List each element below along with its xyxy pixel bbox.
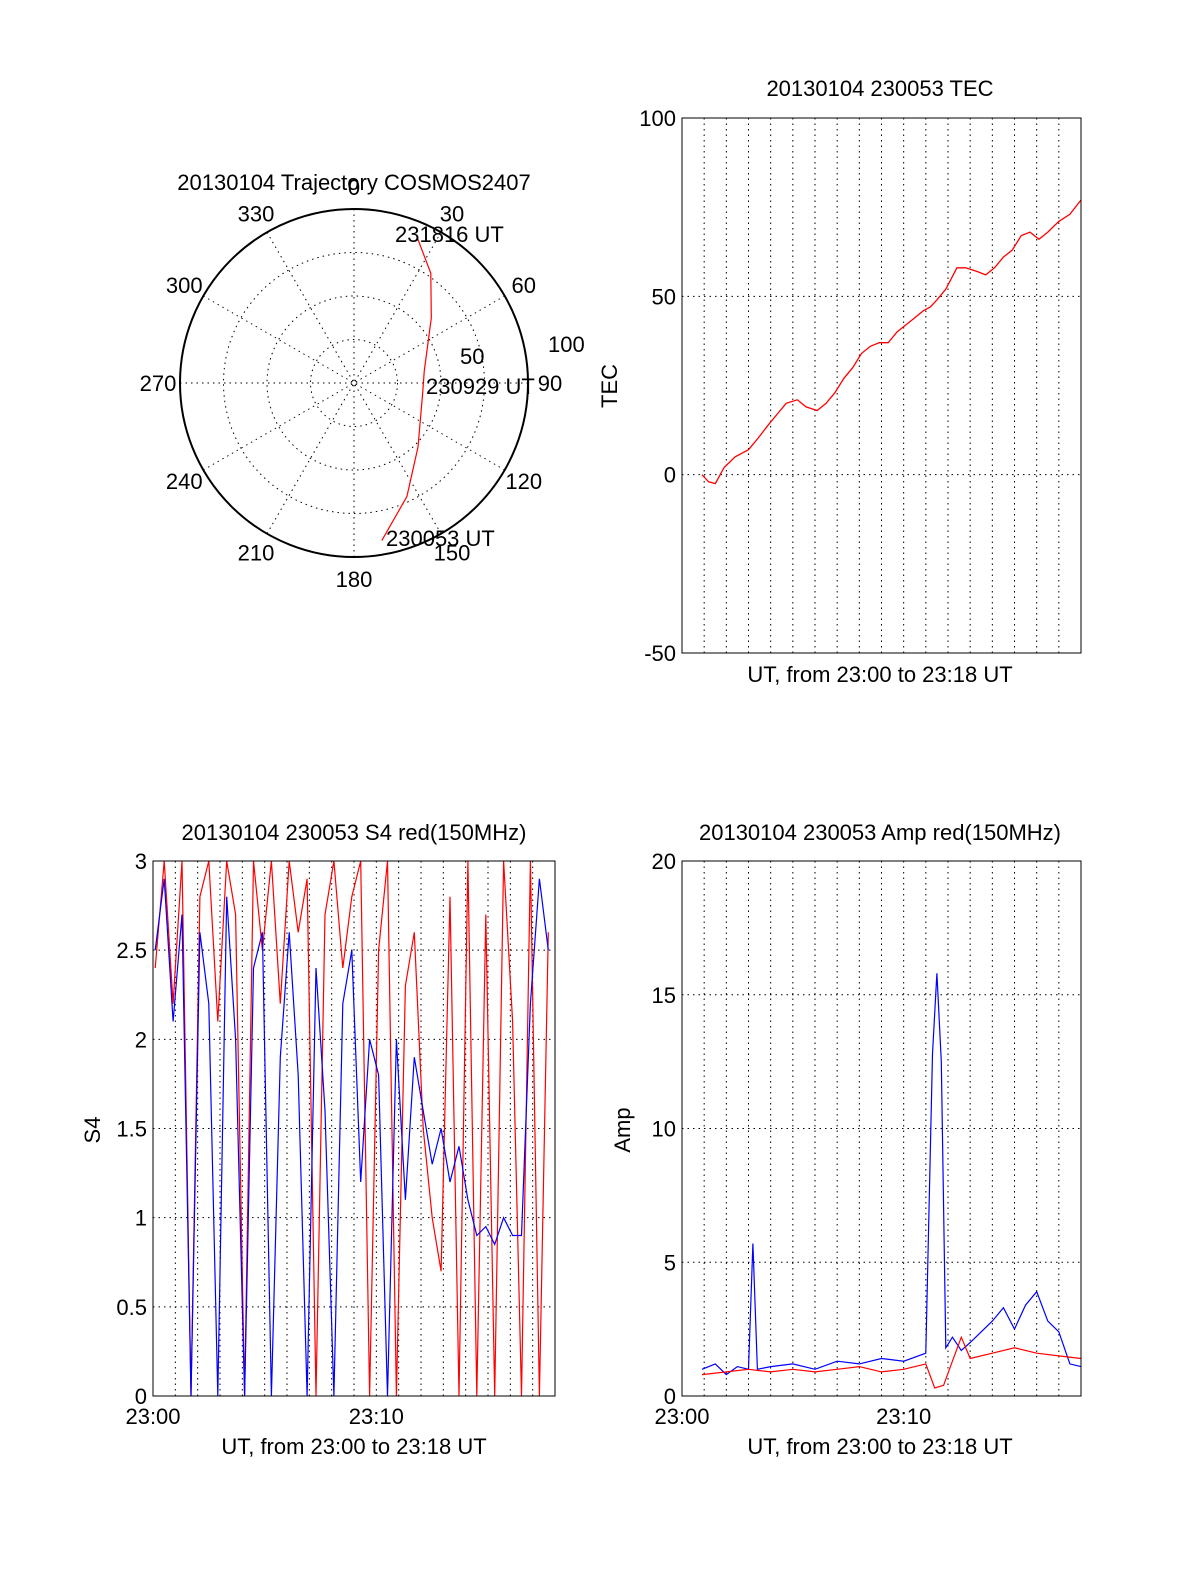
ytick-label: 10	[652, 1117, 676, 1142]
ytick-label: 0.5	[116, 1295, 147, 1320]
amp-red-series	[701, 1335, 1082, 1389]
radial-label-50: 50	[460, 344, 484, 369]
polar-spoke	[266, 232, 442, 534]
polar-spoke	[266, 232, 442, 534]
angle-label-90: 90	[538, 371, 562, 396]
amp-ylabel: Amp	[610, 1107, 635, 1152]
ytick-label: 100	[639, 106, 676, 131]
polar-ring-50	[266, 295, 442, 471]
tec-plot-frame	[681, 117, 1082, 654]
trajectory-line	[381, 235, 432, 541]
tec-chart: 20130104 230053 TEC -50 0 50 100 UT, from 2…	[597, 76, 1082, 687]
polar-outer-circle	[179, 208, 529, 558]
ytick-label: -50	[644, 641, 676, 666]
xtick-label: 23:00	[654, 1404, 709, 1429]
annotation-end-time: 231816 UT	[395, 222, 504, 247]
s4-red-series	[154, 860, 549, 1397]
xtick-label: 23:10	[876, 1404, 931, 1429]
angle-label-60: 60	[511, 273, 535, 298]
ytick-label: 20	[652, 849, 676, 874]
tec-xlabel: UT, from 23:00 to 23:18 UT	[747, 662, 1012, 687]
angle-label-210: 210	[238, 541, 275, 566]
angle-label-150: 150	[434, 541, 471, 566]
polar-ring-75	[223, 252, 485, 514]
angle-label-0: 0	[348, 175, 360, 200]
xtick-label: 23:00	[125, 1404, 180, 1429]
amp-blue-series	[701, 973, 1082, 1376]
angle-label-30: 30	[440, 201, 464, 226]
ytick-label: 15	[652, 983, 676, 1008]
radial-label-100: 100	[548, 332, 585, 357]
s4-ylabel: S4	[80, 1117, 105, 1144]
ytick-label: 0	[664, 463, 676, 488]
ytick-label: 3	[135, 849, 147, 874]
ytick-label: 0	[135, 1384, 147, 1409]
ytick-label: 1	[135, 1206, 147, 1231]
ytick-label: 0	[664, 1384, 676, 1409]
angle-label-180: 180	[336, 567, 373, 592]
s4-chart: 20130104 230053 S4 red(150MHz) 0 0.5 1 1.5 2…	[80, 820, 556, 1459]
amp-chart: 20130104 230053 Amp red(150MHz) 0 5 10 15 20…	[610, 820, 1082, 1459]
angle-label-330: 330	[238, 201, 275, 226]
ytick-label: 1.5	[116, 1117, 147, 1142]
tec-title: 20130104 230053 TEC	[766, 76, 993, 101]
s4-xlabel: UT, from 23:00 to 23:18 UT	[221, 1434, 486, 1459]
s4-plot-frame	[152, 860, 556, 1397]
tec-series-line	[701, 199, 1082, 485]
ytick-label: 5	[664, 1250, 676, 1275]
trajectory-polar-chart: 20130104 Trajectory COSMOS2407 0 30 60 90 12…	[140, 170, 585, 592]
annotation-start-time: 230053 UT	[386, 526, 495, 551]
ytick-label: 2	[135, 1027, 147, 1052]
amp-xlabel: UT, from 23:00 to 23:18 UT	[747, 1434, 1012, 1459]
xtick-label: 23:10	[349, 1404, 404, 1429]
s4-blue-series	[154, 878, 549, 1397]
polar-ring-25	[310, 339, 398, 427]
amp-plot-frame	[681, 860, 1082, 1397]
ytick-label: 50	[652, 284, 676, 309]
s4-title: 20130104 230053 S4 red(150MHz)	[182, 820, 527, 845]
trajectory-title: 20130104 Trajectory COSMOS2407	[177, 170, 530, 195]
annotation-mid-time: 230929 UT	[426, 374, 535, 399]
amp-title: 20130104 230053 Amp red(150MHz)	[699, 820, 1061, 845]
tec-ylabel: TEC	[597, 364, 622, 408]
angle-label-240: 240	[166, 469, 203, 494]
angle-label-300: 300	[166, 273, 203, 298]
angle-label-120: 120	[505, 469, 542, 494]
ytick-label: 2.5	[116, 938, 147, 963]
angle-label-270: 270	[140, 371, 177, 396]
